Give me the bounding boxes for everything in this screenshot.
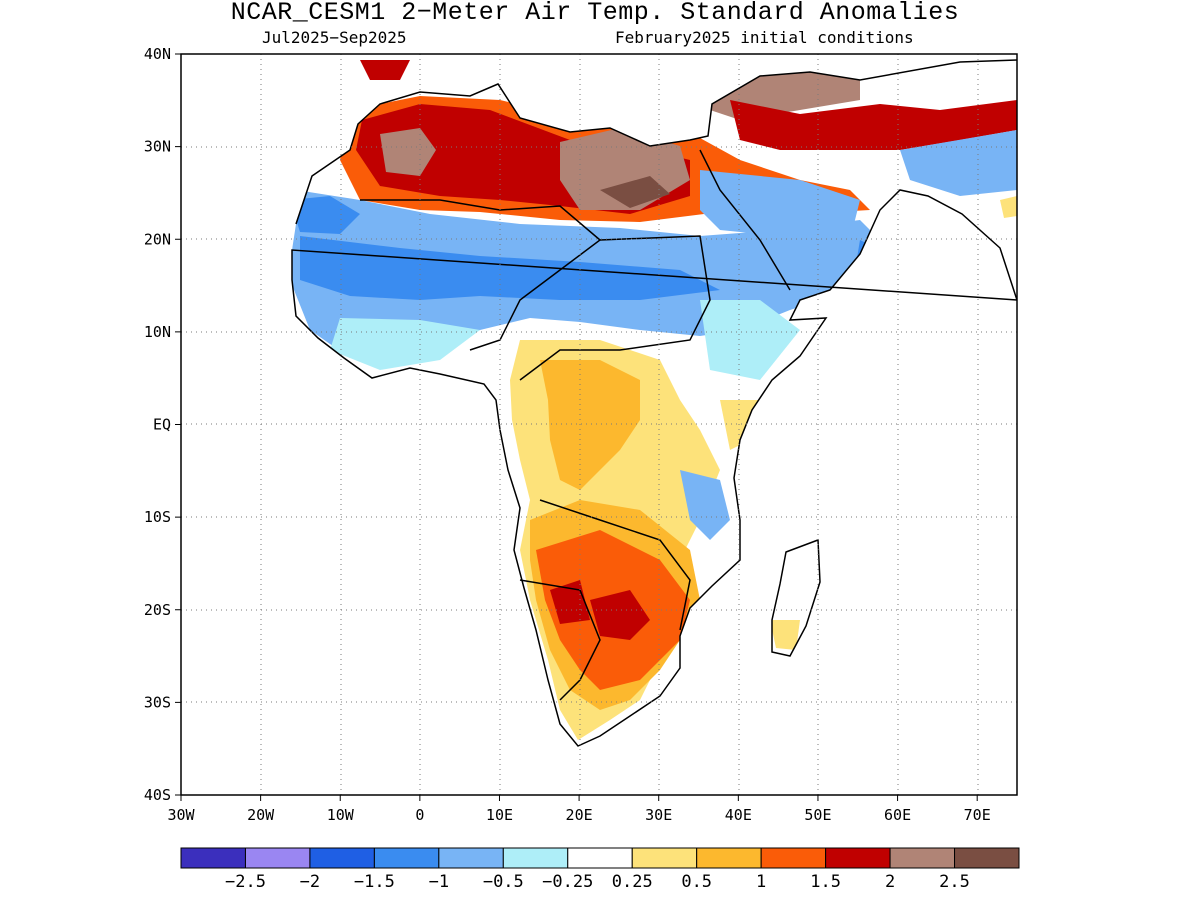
legend-swatch <box>244 847 311 869</box>
lat-label: 10S <box>144 508 171 526</box>
lon-label: 60E <box>884 806 911 824</box>
lon-label: 20W <box>247 806 275 824</box>
legend-label: −2 <box>300 872 320 892</box>
lon-label: 10E <box>486 806 513 824</box>
legend-swatch <box>696 847 762 869</box>
lon-label: 30W <box>167 806 195 824</box>
legend-label: −0.25 <box>542 872 593 892</box>
lat-label: 40N <box>144 45 171 63</box>
forecast-period: Jul2025−Sep2025 <box>262 28 407 47</box>
legend-label: −2.5 <box>225 872 266 892</box>
lat-label: 30S <box>144 693 171 711</box>
legend-swatch <box>309 847 375 869</box>
legend-label: −0.5 <box>483 872 524 892</box>
lon-label: 30E <box>645 806 672 824</box>
legend-swatch <box>502 847 569 869</box>
lat-label: 20S <box>144 601 171 619</box>
lon-label: 70E <box>964 806 991 824</box>
legend-swatch <box>889 847 956 869</box>
legend-label: 1 <box>756 872 766 892</box>
lat-label: 30N <box>144 138 171 156</box>
graticule <box>181 54 1017 795</box>
legend-label: 2.5 <box>939 872 970 892</box>
legend-swatch <box>373 847 440 869</box>
lat-label: EQ <box>153 416 171 434</box>
page-title: NCAR_CESM1 2−Meter Air Temp. Standard An… <box>230 0 960 27</box>
lat-label: 20N <box>144 230 171 248</box>
colorbar: −2.5 −2 −1.5 −1 −0.5 −0.25 0.25 0.5 1 1.5 2 2.5 <box>180 847 1020 892</box>
legend-label: 0.25 <box>612 872 653 892</box>
lon-label: 0 <box>415 806 424 824</box>
lon-label: 40E <box>725 806 752 824</box>
legend-label: −1 <box>429 872 449 892</box>
legend-swatch <box>631 847 698 869</box>
legend-swatch <box>760 847 827 869</box>
legend-swatch <box>180 847 246 869</box>
legend-swatch <box>954 847 1020 869</box>
lat-label: 40S <box>144 786 171 804</box>
lon-axis: 30W 20W 10W 0 10E 20E 30E 40E 50E 60E 70E <box>167 795 991 824</box>
lon-label: 10W <box>327 806 355 824</box>
legend-label: 0.5 <box>681 872 712 892</box>
legend-label: 2 <box>885 872 895 892</box>
legend-label: 1.5 <box>810 872 841 892</box>
lat-axis: 40N 30N 20N 10N EQ 10S 20S 30S 40S <box>144 45 181 804</box>
legend-label: −1.5 <box>354 872 395 892</box>
legend-swatch <box>825 847 891 869</box>
lat-label: 10N <box>144 323 171 341</box>
lon-label: 20E <box>566 806 593 824</box>
legend-swatch <box>438 847 504 869</box>
lon-label: 50E <box>804 806 831 824</box>
legend-swatch <box>567 847 633 869</box>
coastlines <box>291 59 1017 747</box>
initial-conditions: February2025 initial conditions <box>615 28 914 47</box>
